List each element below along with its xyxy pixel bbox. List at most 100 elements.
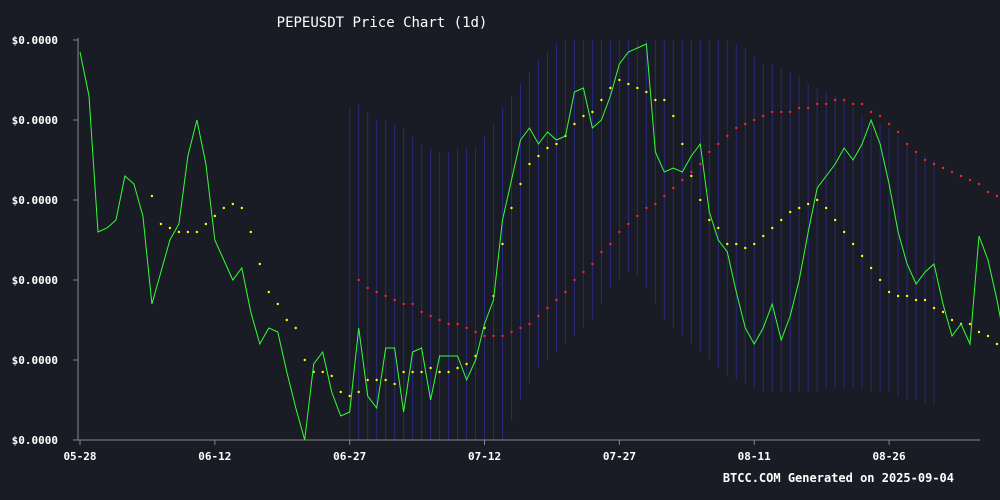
ma-short-point <box>519 182 522 186</box>
ma-short-point <box>815 198 819 202</box>
ma-long-point <box>977 182 981 186</box>
ma-short-point <box>681 142 684 146</box>
ma-long-point <box>833 98 837 102</box>
ma-long-point <box>842 98 846 102</box>
chart-footer: BTCC.COM Generated on 2025-09-04 <box>723 471 954 485</box>
ma-long-point <box>555 298 558 302</box>
y-tick-label: $0.0000 <box>12 194 58 207</box>
ma-long-point <box>456 322 459 326</box>
ma-short-point <box>294 326 297 330</box>
ma-short-point <box>753 242 756 246</box>
ma-short-point <box>510 206 513 210</box>
ma-short-point <box>717 226 720 230</box>
ma-long-point <box>510 330 513 334</box>
ma-long-point <box>636 214 639 218</box>
ma-long-point <box>609 242 612 246</box>
ma-long-point <box>896 130 900 134</box>
ma-short-point <box>923 298 927 302</box>
ma-short-point <box>348 394 351 398</box>
ma-short-point <box>735 242 738 246</box>
ma-short-point <box>195 230 199 234</box>
y-tick-label: $0.0000 <box>12 354 58 367</box>
ma-short-point <box>393 382 396 386</box>
ma-short-point <box>771 226 774 230</box>
ma-long-point <box>887 122 891 126</box>
ma-long-point <box>986 190 990 194</box>
ma-short-point <box>177 230 181 234</box>
x-tick-label: 06-12 <box>198 450 231 463</box>
ma-long-point <box>393 298 396 302</box>
ma-short-point <box>267 290 270 294</box>
ma-short-point <box>636 86 639 90</box>
ma-short-point <box>204 222 208 226</box>
ma-short-point <box>231 202 235 206</box>
ma-long-point <box>681 178 684 182</box>
ma-long-point <box>905 142 909 146</box>
ma-long-point <box>645 206 648 210</box>
ma-long-point <box>447 322 450 326</box>
ma-short-point <box>869 266 873 270</box>
ma-long-point <box>959 174 963 178</box>
ma-short-point <box>986 334 990 338</box>
ma-short-point <box>465 362 468 366</box>
ma-long-point <box>411 302 414 306</box>
ma-short-point <box>456 366 459 370</box>
ma-short-point <box>447 370 450 374</box>
ma-long-point <box>438 318 441 322</box>
ma-short-point <box>501 242 504 246</box>
ma-long-point <box>384 294 387 298</box>
ma-long-point <box>717 142 720 146</box>
ma-long-point <box>483 334 486 338</box>
x-tick-label: 07-27 <box>603 450 636 463</box>
ma-short-point <box>762 234 765 238</box>
ma-short-point <box>726 242 729 246</box>
ma-short-point <box>824 206 828 210</box>
ma-short-point <box>654 98 657 102</box>
ma-long-point <box>860 102 864 106</box>
ma-short-point <box>555 142 558 146</box>
ma-short-point <box>780 218 783 222</box>
x-tick-label: 06-27 <box>333 450 366 463</box>
ma-short-point <box>150 194 154 198</box>
ma-short-point <box>249 230 253 234</box>
ma-long-point <box>771 110 774 114</box>
ma-short-point <box>375 378 378 382</box>
ma-long-point <box>815 102 819 106</box>
ma-long-point <box>492 334 495 338</box>
ma-long-point <box>519 326 522 330</box>
ma-short-point <box>402 370 405 374</box>
ma-short-point <box>878 278 882 282</box>
ma-short-point <box>663 98 666 102</box>
ma-short-point <box>995 342 999 346</box>
ma-long-point <box>806 106 810 110</box>
ma-short-point <box>429 366 432 370</box>
chart-title: PEPEUSDT Price Chart (1d) <box>277 15 488 31</box>
ma-long-point <box>914 150 918 154</box>
ma-long-point <box>537 314 540 318</box>
ma-short-point <box>690 174 693 178</box>
y-tick-label: $0.0000 <box>12 114 58 127</box>
ma-long-point <box>851 102 855 106</box>
ma-long-point <box>465 326 468 330</box>
ma-short-point <box>842 230 846 234</box>
ma-short-point <box>887 290 891 294</box>
ma-short-point <box>806 202 810 206</box>
ma-short-point <box>797 206 801 210</box>
ma-long-point <box>708 150 711 154</box>
ma-short-point <box>240 206 244 210</box>
ma-short-point <box>591 110 594 114</box>
ma-long-point <box>968 178 972 182</box>
ma-long-point <box>375 290 378 294</box>
ma-short-point <box>222 206 226 210</box>
y-tick-label: $0.0000 <box>12 274 58 287</box>
ma-short-point <box>932 306 936 310</box>
ma-short-point <box>438 370 441 374</box>
ma-long-point <box>762 114 765 118</box>
ma-long-point <box>582 270 585 274</box>
ma-short-point <box>618 78 621 82</box>
x-tick-label: 08-11 <box>738 450 771 463</box>
ma-long-point <box>797 106 801 110</box>
x-tick-label: 05-28 <box>63 450 96 463</box>
ma-long-point <box>753 118 756 122</box>
ma-long-point <box>663 194 666 198</box>
